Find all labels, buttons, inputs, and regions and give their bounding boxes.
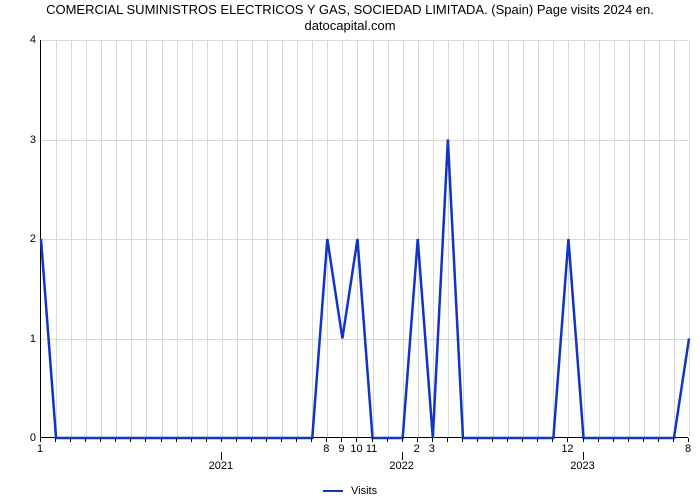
x-minor-tick [522, 438, 523, 442]
legend-label: Visits [351, 485, 377, 497]
line-series [41, 40, 689, 438]
y-tick-label: 3 [4, 134, 36, 146]
x-minor-tick [296, 438, 297, 442]
x-minor-tick [598, 438, 599, 442]
x-minor-tick [100, 438, 101, 442]
x-minor-tick [251, 438, 252, 442]
x-tick-label: 12 [561, 443, 573, 455]
x-tick-label: 1 [37, 443, 43, 455]
x-minor-tick [447, 438, 448, 442]
x-minor-tick [613, 438, 614, 442]
x-tick-label: 3 [429, 443, 435, 455]
x-minor-tick [567, 438, 568, 442]
x-minor-tick [40, 438, 41, 442]
x-minor-tick [55, 438, 56, 442]
x-tick-label: 10 [350, 443, 362, 455]
x-minor-tick [537, 438, 538, 442]
x-minor-tick [236, 438, 237, 442]
x-group-tick [583, 452, 584, 460]
x-group-label: 2021 [209, 460, 233, 472]
x-minor-tick [477, 438, 478, 442]
x-minor-tick [206, 438, 207, 442]
x-minor-tick [356, 438, 357, 442]
x-group-label: 2023 [570, 460, 594, 472]
x-tick-label: 8 [685, 443, 691, 455]
x-minor-tick [161, 438, 162, 442]
visits-polyline [41, 140, 689, 439]
plot-area [40, 40, 688, 438]
x-minor-tick [281, 438, 282, 442]
chart-legend: Visits [0, 485, 700, 497]
x-minor-tick [673, 438, 674, 442]
y-tick-label: 0 [4, 432, 36, 444]
grid-line-vertical [689, 40, 690, 437]
x-group-tick [402, 452, 403, 460]
x-tick-label: 11 [366, 443, 377, 455]
x-minor-tick [688, 438, 689, 442]
x-minor-tick [643, 438, 644, 442]
x-minor-tick [145, 438, 146, 442]
x-minor-tick [387, 438, 388, 442]
x-minor-tick [658, 438, 659, 442]
x-minor-tick [417, 438, 418, 442]
x-minor-tick [85, 438, 86, 442]
x-minor-tick [402, 438, 403, 442]
x-minor-tick [326, 438, 327, 442]
y-tick-label: 4 [4, 34, 36, 46]
x-minor-tick [176, 438, 177, 442]
y-tick-label: 1 [4, 333, 36, 345]
x-minor-tick [372, 438, 373, 442]
x-minor-tick [462, 438, 463, 442]
x-minor-tick [311, 438, 312, 442]
x-minor-tick [221, 438, 222, 442]
visits-line-chart: COMERCIAL SUMINISTROS ELECTRICOS Y GAS, … [0, 0, 700, 500]
x-minor-tick [191, 438, 192, 442]
x-tick-label: 9 [338, 443, 344, 455]
x-tick-label: 2 [414, 443, 420, 455]
x-group-label: 2022 [389, 460, 413, 472]
x-minor-tick [266, 438, 267, 442]
x-minor-tick [432, 438, 433, 442]
x-minor-tick [492, 438, 493, 442]
x-minor-tick [552, 438, 553, 442]
x-minor-tick [341, 438, 342, 442]
chart-title: COMERCIAL SUMINISTROS ELECTRICOS Y GAS, … [0, 2, 700, 35]
x-group-tick [221, 452, 222, 460]
x-minor-tick [70, 438, 71, 442]
chart-title-line1: COMERCIAL SUMINISTROS ELECTRICOS Y GAS, … [46, 2, 654, 17]
legend-swatch [323, 490, 343, 493]
x-tick-label: 8 [323, 443, 329, 455]
x-minor-tick [130, 438, 131, 442]
x-minor-tick [507, 438, 508, 442]
x-minor-tick [115, 438, 116, 442]
chart-title-line2: datocapital.com [304, 18, 395, 33]
x-minor-tick [583, 438, 584, 442]
y-tick-label: 2 [4, 233, 36, 245]
x-minor-tick [628, 438, 629, 442]
